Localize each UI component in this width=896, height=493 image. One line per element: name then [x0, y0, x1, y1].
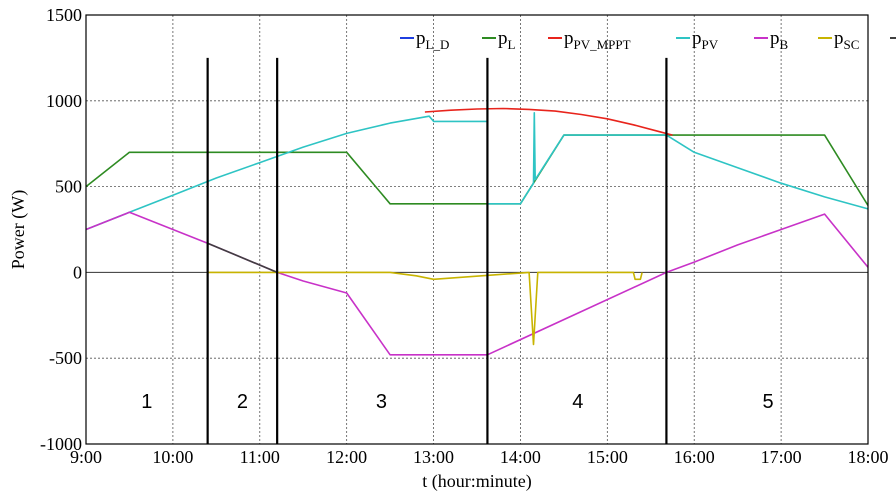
legend-entry-pB: pB — [770, 28, 789, 52]
x-tick-label: 9:00 — [70, 447, 102, 467]
x-tick-labels: 9:00 10:00 11:00 12:00 13:00 14:00 15:00 16:00 1… — [70, 447, 889, 467]
x-tick-label: 13:00 — [413, 447, 454, 467]
region-label: 3 — [376, 391, 387, 413]
x-tick-label: 12:00 — [326, 447, 367, 467]
x-tick-label: 15:00 — [587, 447, 628, 467]
region-label: 5 — [763, 391, 774, 413]
x-tick-label: 10:00 — [152, 447, 193, 467]
y-tick-label: 1000 — [46, 91, 82, 111]
x-tick-label: 14:00 — [500, 447, 541, 467]
region-label: 1 — [141, 391, 152, 413]
y-tick-label: 1500 — [46, 5, 82, 25]
y-axis-title: Power (W) — [8, 190, 29, 269]
series-line-pSC — [207, 271, 643, 346]
series-line-pL — [85, 134, 869, 206]
y-tick-label: 0 — [73, 262, 82, 282]
legend-entry-pL: pL — [498, 28, 516, 52]
y-tick-label: 500 — [55, 177, 82, 197]
region-dividers — [206, 57, 668, 444]
x-tick-label: 17:00 — [761, 447, 802, 467]
legend-entry-pSC: pSC — [834, 28, 859, 52]
region-label: 4 — [572, 391, 583, 413]
y-tick-label: -500 — [49, 348, 82, 368]
region-label: 2 — [237, 391, 248, 413]
series-line-pDG — [207, 242, 278, 274]
plot-frame — [85, 14, 869, 445]
x-tick-label: 18:00 — [847, 447, 888, 467]
x-tick-label: 16:00 — [674, 447, 715, 467]
y-tick-label: -1000 — [40, 434, 82, 454]
legend-entry-pLD: pL_D — [416, 28, 449, 52]
series-line-pB — [85, 211, 869, 356]
grid — [86, 15, 868, 444]
series-lines — [85, 107, 869, 356]
series-line-pPVMPPT — [424, 107, 673, 136]
x-tick-label: 11:00 — [240, 447, 280, 467]
legend-entry-pPVMPPT: pPV_MPPT — [564, 28, 631, 52]
region-labels: 1 2 3 4 5 — [141, 391, 773, 413]
series-line-pPV — [85, 112, 869, 231]
x-axis-title: t (hour:minute) — [422, 471, 531, 492]
legend-entry-pPV: pPV — [692, 28, 719, 52]
y-tick-labels: -1000 -500 0 500 1000 1500 — [40, 5, 82, 454]
